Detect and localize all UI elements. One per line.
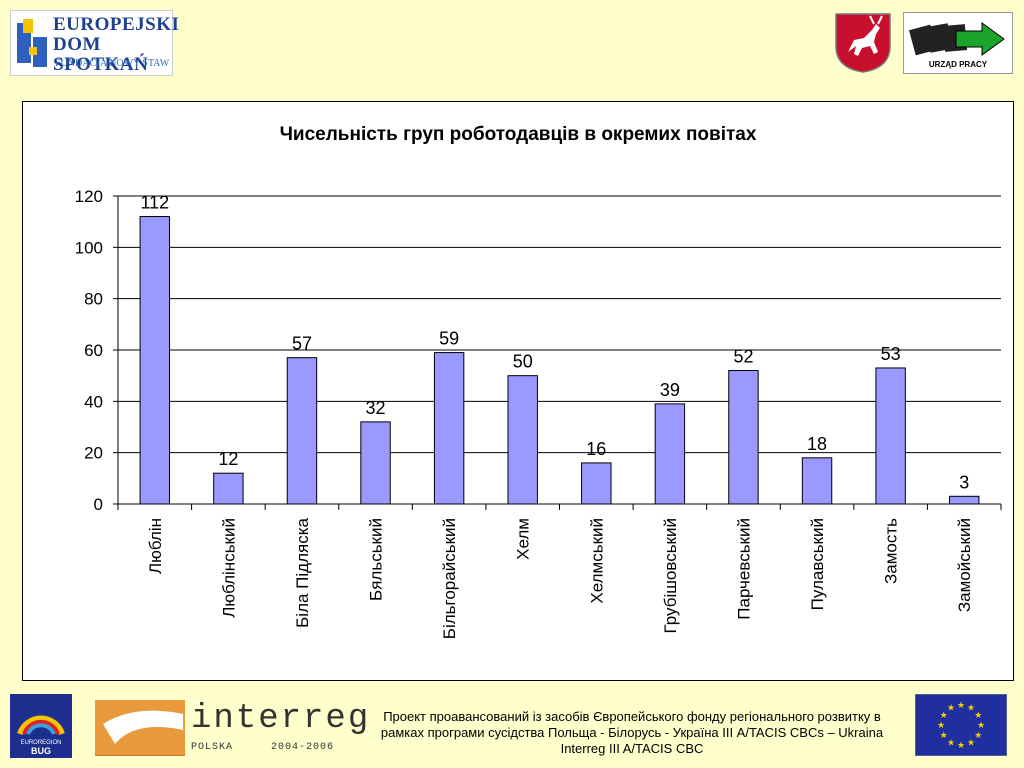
interreg-emblem-icon xyxy=(95,700,185,757)
interreg-years: 2004-2006 xyxy=(271,742,335,753)
data-label: 32 xyxy=(366,398,386,418)
data-label: 16 xyxy=(586,439,606,459)
interreg-word: interreg xyxy=(191,700,371,738)
bar xyxy=(286,357,318,505)
euroregion-line1: EUROREGION xyxy=(20,740,61,746)
interreg-country: POLSKA xyxy=(191,742,234,753)
category-label: Парчевський xyxy=(734,518,753,620)
y-tick-label: 100 xyxy=(75,238,103,257)
data-label: 50 xyxy=(513,352,533,372)
bar xyxy=(507,375,538,505)
data-label: 59 xyxy=(439,329,459,349)
eu-star: ★ xyxy=(937,720,945,730)
category-label: Біла Підляска xyxy=(293,517,312,627)
bar xyxy=(801,457,833,505)
euroregion-bug-icon: EUROREGION BUG xyxy=(10,694,72,758)
bar xyxy=(139,216,171,505)
category-label: Люблін xyxy=(146,518,165,574)
bar xyxy=(654,403,686,505)
eu-star: ★ xyxy=(967,737,975,747)
interreg-logo: interreg POLSKA 2004-2006 xyxy=(95,700,368,757)
bar xyxy=(948,495,980,505)
data-label: 3 xyxy=(959,472,969,492)
bar xyxy=(213,472,244,505)
category-label: Замость xyxy=(882,518,901,584)
eds-emblem-icon xyxy=(17,19,47,67)
euroregion-line2: BUG xyxy=(31,746,51,756)
category-label: Грубішовський xyxy=(661,518,680,633)
data-label: 112 xyxy=(140,193,169,213)
bar-chart: 0 20 40 60 80 100 120 112 Люблін 12 Люблінський 57 Б… xyxy=(75,187,1002,639)
data-label: 39 xyxy=(660,380,680,400)
eu-star: ★ xyxy=(974,730,982,740)
project-funding-note: Проект проавансований із засобів Європей… xyxy=(380,709,884,756)
eu-star: ★ xyxy=(967,703,975,713)
chart-title: Чисельність груп роботодавців в окремих … xyxy=(279,124,757,145)
bar xyxy=(360,421,391,505)
urzad-pracy-icon xyxy=(909,22,1005,56)
y-tick-label: 40 xyxy=(84,392,103,411)
eu-flag-icon: ★★★★★★★★★ ★ ★★ xyxy=(915,694,1007,756)
europejski-dom-spotkan-logo: EUROPEJSKI DOM SPOTKAŃ FUNDACJA NOWY STA… xyxy=(10,10,179,76)
category-label: Замойський xyxy=(955,518,974,612)
data-label: 52 xyxy=(733,347,753,367)
bar xyxy=(433,352,465,505)
data-label: 18 xyxy=(807,434,827,454)
eds-logo-line2: DOM SPOTKAŃ xyxy=(53,34,149,75)
category-label: Хелм xyxy=(514,518,533,560)
y-tick-label: 0 xyxy=(94,495,103,514)
y-tick-label: 20 xyxy=(84,444,103,463)
data-label: 57 xyxy=(292,334,312,354)
y-tick-label: 60 xyxy=(84,341,103,360)
chart-frame: Чисельність груп роботодавців в окремих … xyxy=(22,101,1014,681)
eds-logo-line1: EUROPEJSKI xyxy=(53,14,180,35)
category-label: Люблінський xyxy=(219,518,238,618)
data-label: 12 xyxy=(218,449,238,469)
urzad-pracy-logo: URZĄD PRACY xyxy=(903,12,1013,74)
bar xyxy=(728,370,759,505)
bar xyxy=(875,367,906,505)
eu-star: ★ xyxy=(947,737,955,747)
eu-star: ★ xyxy=(957,700,965,710)
category-label: Хелмський xyxy=(587,518,606,604)
eu-star: ★ xyxy=(957,740,965,750)
eu-star: ★ xyxy=(947,703,955,713)
euroregion-bug-logo: EUROREGION BUG xyxy=(10,694,72,758)
lublin-crest-icon xyxy=(835,13,891,73)
eu-star: ★ xyxy=(977,720,985,730)
eu-star: ★ xyxy=(940,710,948,720)
category-label: Бяльський xyxy=(367,518,386,601)
bar xyxy=(581,462,612,505)
y-tick-label: 80 xyxy=(84,290,103,309)
data-label: 53 xyxy=(881,344,901,364)
y-tick-label: 120 xyxy=(75,187,103,206)
urzad-pracy-label: URZĄD PRACY xyxy=(928,60,988,69)
eu-star: ★ xyxy=(974,710,982,720)
eds-logo-line3: FUNDACJA NOWY STAW xyxy=(55,58,170,69)
eu-star: ★ xyxy=(940,730,948,740)
category-label: Пулавський xyxy=(808,518,827,610)
category-label: Більгорайський xyxy=(440,518,459,639)
